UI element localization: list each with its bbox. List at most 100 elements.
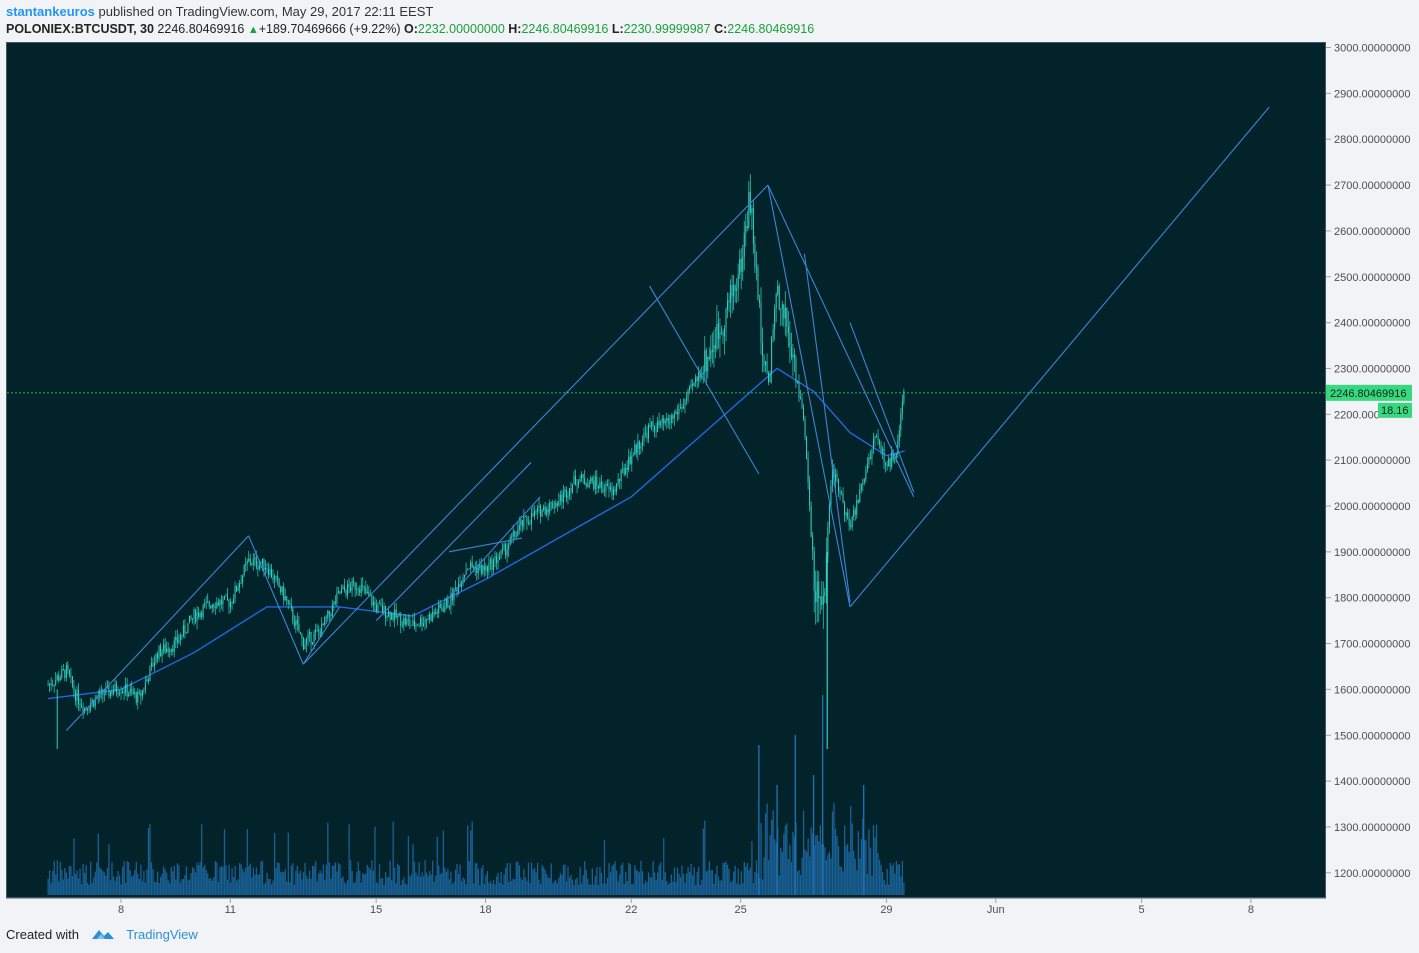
- tradingview-logo-icon[interactable]: [91, 927, 115, 944]
- volume-bar: [129, 870, 131, 895]
- volume-bar: [377, 883, 379, 895]
- volume-bar: [865, 839, 867, 895]
- time-tick-label: 5: [1139, 904, 1145, 916]
- candle-body: [296, 619, 298, 624]
- volume-bar: [49, 870, 51, 895]
- volume-bar: [374, 826, 376, 895]
- candle-body: [280, 587, 282, 593]
- volume-bar: [796, 871, 799, 895]
- trendlines[interactable]: [65, 106, 1270, 732]
- price-tick-label: 1800.00000000: [1334, 593, 1410, 605]
- candle-body: [480, 565, 482, 574]
- candle-body: [64, 669, 66, 678]
- candle-body: [678, 408, 680, 415]
- candle-body: [357, 588, 359, 590]
- candle-body: [132, 690, 134, 695]
- price-tick-label: 2800.00000000: [1334, 134, 1410, 146]
- volume-bar: [318, 873, 320, 895]
- chart-pane[interactable]: [6, 42, 1326, 898]
- volume-bar: [714, 873, 717, 895]
- candle-body: [345, 590, 347, 596]
- price-tick-label: 2500.00000000: [1334, 272, 1410, 284]
- price-tick-label: 1900.00000000: [1334, 547, 1410, 559]
- candle-body: [233, 599, 235, 604]
- author-link[interactable]: stantankeuros: [6, 4, 95, 19]
- time-axis-bg: [6, 898, 1326, 920]
- volume-bar: [717, 876, 720, 895]
- volume-bar: [479, 884, 481, 895]
- volume-bar: [356, 872, 358, 895]
- volume-bar: [368, 867, 370, 895]
- price-tick-label: 1200.00000000: [1334, 868, 1410, 880]
- candle-body: [882, 448, 884, 452]
- price-tick-label: 3000.00000000: [1334, 43, 1410, 55]
- candle-body: [731, 285, 733, 297]
- volume-bar: [840, 867, 843, 895]
- volume-bar: [862, 818, 864, 895]
- price-chart[interactable]: 3000.00000000 2900.00000000 2800.00000000 2…: [0, 0, 1419, 920]
- symbol-label[interactable]: POLONIEX:BTCUSDT, 30: [6, 22, 154, 36]
- candle-body: [553, 507, 555, 509]
- volume-bar: [275, 868, 277, 895]
- volume-bar: [270, 884, 273, 895]
- candle-body: [374, 601, 376, 605]
- candle-body: [429, 614, 431, 620]
- candle-body: [49, 683, 51, 685]
- candle-body: [565, 489, 567, 498]
- volume-bar: [831, 811, 834, 895]
- volume-bar: [216, 862, 218, 895]
- volume-bar: [620, 864, 622, 895]
- candle-body: [775, 293, 777, 309]
- price-tick-label: 2600.00000000: [1334, 226, 1410, 238]
- volume-bar: [242, 868, 244, 895]
- candle-body: [530, 513, 532, 524]
- candle-body: [84, 707, 86, 713]
- candle-body: [593, 481, 595, 490]
- candle-body: [816, 581, 818, 603]
- candle-body: [143, 689, 145, 691]
- volume-bar: [467, 825, 469, 895]
- volume-bar: [843, 825, 846, 895]
- candle-body: [879, 440, 881, 445]
- volume-bar: [470, 830, 472, 895]
- candle-body: [575, 475, 577, 485]
- candle-body: [540, 505, 542, 517]
- volume-spike: [862, 785, 865, 895]
- candle-body: [192, 618, 193, 620]
- volume-bar: [597, 884, 600, 895]
- volume-bar: [190, 873, 192, 895]
- volume-bar: [263, 884, 265, 895]
- candle-body: [264, 568, 266, 571]
- volume-bar: [68, 865, 71, 895]
- volume-bar: [112, 876, 115, 895]
- candle-body: [499, 556, 501, 560]
- volume-bar: [234, 865, 236, 895]
- volume-bar: [477, 868, 479, 895]
- candle-body: [444, 606, 446, 612]
- volume-bar: [264, 882, 267, 895]
- volume-bar: [588, 884, 590, 895]
- candle-body: [649, 424, 651, 427]
- candle-body: [234, 586, 236, 600]
- candle-body: [623, 468, 625, 475]
- tradingview-brand-link[interactable]: TradingView: [126, 927, 198, 942]
- volume-bar: [731, 880, 733, 895]
- candle-body: [702, 372, 704, 375]
- candle-body: [606, 483, 608, 486]
- candle-body: [868, 457, 870, 465]
- volume-bar: [225, 865, 227, 895]
- candle-body: [793, 354, 795, 359]
- volume-bar: [166, 872, 168, 895]
- candle-body: [119, 693, 121, 695]
- candle-body: [272, 577, 274, 580]
- candle-body: [97, 697, 99, 699]
- volume-spike: [812, 775, 815, 895]
- candle-body: [727, 300, 729, 309]
- volume-bar: [283, 872, 285, 895]
- price-axis[interactable]: 3000.00000000 2900.00000000 2800.00000000 2…: [1326, 42, 1419, 898]
- volume-bar: [138, 878, 140, 895]
- candle-body: [629, 456, 631, 464]
- time-axis[interactable]: 8 11 15 18 22 25 29 Jun 5 8: [6, 897, 1326, 920]
- volume-bar: [143, 870, 145, 895]
- volume-bar: [594, 876, 596, 895]
